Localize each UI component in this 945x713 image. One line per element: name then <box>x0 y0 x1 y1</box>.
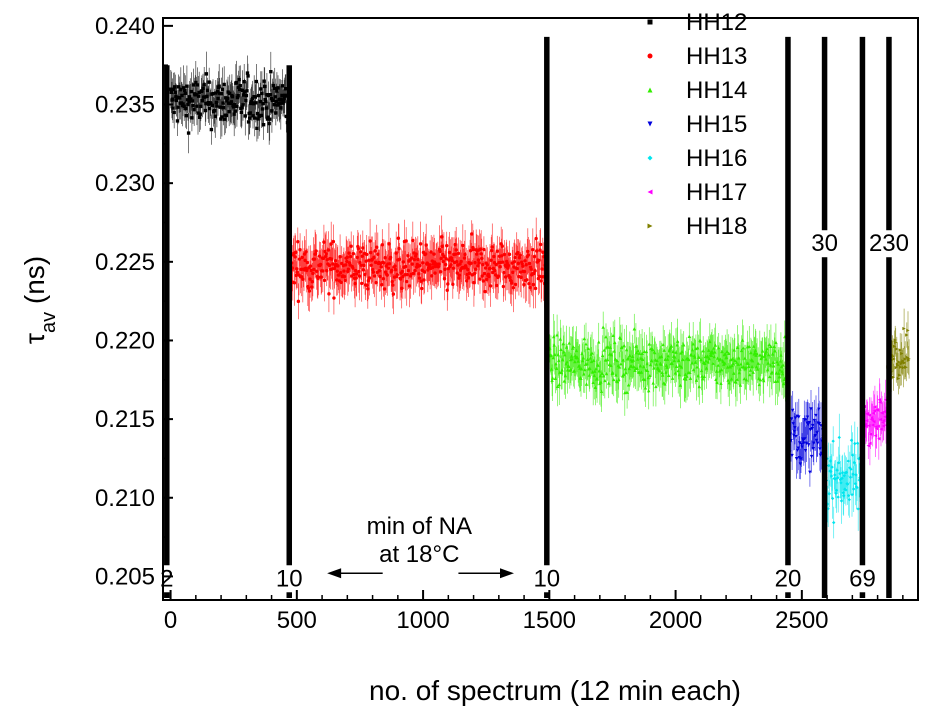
series-hh12 <box>169 51 291 154</box>
series-hh13 <box>287 215 549 320</box>
error-bars-hh14 <box>546 311 788 416</box>
separator-label-bg-4 <box>771 565 805 593</box>
legend-item-hh14: HH14 <box>647 77 747 104</box>
legend-label: HH12 <box>686 9 747 36</box>
markers-hh12 <box>169 70 291 135</box>
legend-item-hh16: HH16 <box>647 145 747 172</box>
legend-label: HH15 <box>686 111 747 138</box>
separator-label-2: 10 <box>276 565 303 592</box>
x-tick-label: 1500 <box>523 607 576 634</box>
legend-label: HH13 <box>686 43 747 70</box>
y-tick-label: 0.215 <box>95 406 155 433</box>
separator-label-7: 230 <box>869 230 909 257</box>
markers-hh17 <box>861 395 890 448</box>
legend-marker <box>647 53 653 59</box>
markers-hh15 <box>786 407 827 474</box>
legend: HH12 HH13 HH14 HH15 HH16 HH17 HH18 <box>647 9 747 240</box>
legend-item-hh12: HH12 <box>647 9 747 36</box>
y-tick-label: 0.220 <box>95 327 155 354</box>
separator-label-3: 10 <box>533 565 560 592</box>
y-axis-title: τav (ns) <box>19 256 60 344</box>
axes: 0 500 1000 1500 2000 2500 0.205 0.210 0.215 0.220… <box>95 13 904 634</box>
series-hh17 <box>861 375 890 466</box>
legend-marker <box>647 87 653 93</box>
legend-marker <box>647 19 653 25</box>
legend-marker <box>647 121 653 127</box>
separator-label-5: 30 <box>811 230 838 257</box>
separator-label-bg-3 <box>530 565 564 593</box>
y-tick-label: 0.230 <box>95 170 155 197</box>
data-points <box>169 51 911 539</box>
x-tick-label: 1000 <box>396 607 449 634</box>
separator-label-bg-7 <box>865 230 913 258</box>
legend-item-hh17: HH17 <box>647 179 747 206</box>
markers-hh14 <box>545 325 790 395</box>
legend-item-hh13: HH13 <box>647 43 747 70</box>
markers-hh18 <box>886 326 911 381</box>
legend-label: HH16 <box>686 145 747 172</box>
error-bars-hh15 <box>787 386 825 487</box>
annotation-text-line2: at 18°C <box>379 541 459 568</box>
y-axis-title-main: τ <box>19 333 50 344</box>
separator-label-6: 69 <box>849 565 876 592</box>
x-tick-label: 500 <box>277 607 317 634</box>
y-tick-label: 0.225 <box>95 249 155 276</box>
separator-label-4: 20 <box>775 565 802 592</box>
x-tick-label: 2500 <box>775 607 828 634</box>
y-tick-label: 0.205 <box>95 563 155 590</box>
x-axis-title: no. of spectrum (12 min each) <box>369 675 741 706</box>
legend-label: HH18 <box>686 213 747 240</box>
legend-marker <box>647 189 653 195</box>
y-tick-label: 0.210 <box>95 485 155 512</box>
arrow-left-head <box>327 568 342 579</box>
legend-marker <box>647 223 653 229</box>
legend-item-hh18: HH18 <box>647 213 747 240</box>
series-hh14 <box>545 311 790 416</box>
x-tick-label: 2000 <box>649 607 702 634</box>
annotation: min of NA at 18°C <box>327 513 514 579</box>
separator-label-bg-1 <box>157 565 177 593</box>
legend-marker <box>647 155 653 161</box>
legend-label: HH17 <box>686 179 747 206</box>
separator-label-bg-6 <box>845 565 879 593</box>
markers-hh13 <box>287 232 549 304</box>
y-axis-title-sub: av <box>38 312 60 333</box>
legend-item-hh15: HH15 <box>647 111 747 138</box>
separator-label-bg-2 <box>272 565 306 593</box>
y-axis-title-unit: (ns) <box>19 256 50 312</box>
legend-label: HH14 <box>686 77 747 104</box>
y-tick-label: 0.240 <box>95 13 155 40</box>
arrow-right-head <box>499 568 514 579</box>
plot-frame <box>162 17 919 601</box>
series-hh15 <box>786 386 827 487</box>
annotation-text-line1: min of NA <box>367 513 472 540</box>
y-tick-label: 0.235 <box>95 92 155 119</box>
separator-label-bg-5 <box>808 230 842 258</box>
x-tick-label: 0 <box>164 607 177 634</box>
series-hh16 <box>823 413 864 539</box>
